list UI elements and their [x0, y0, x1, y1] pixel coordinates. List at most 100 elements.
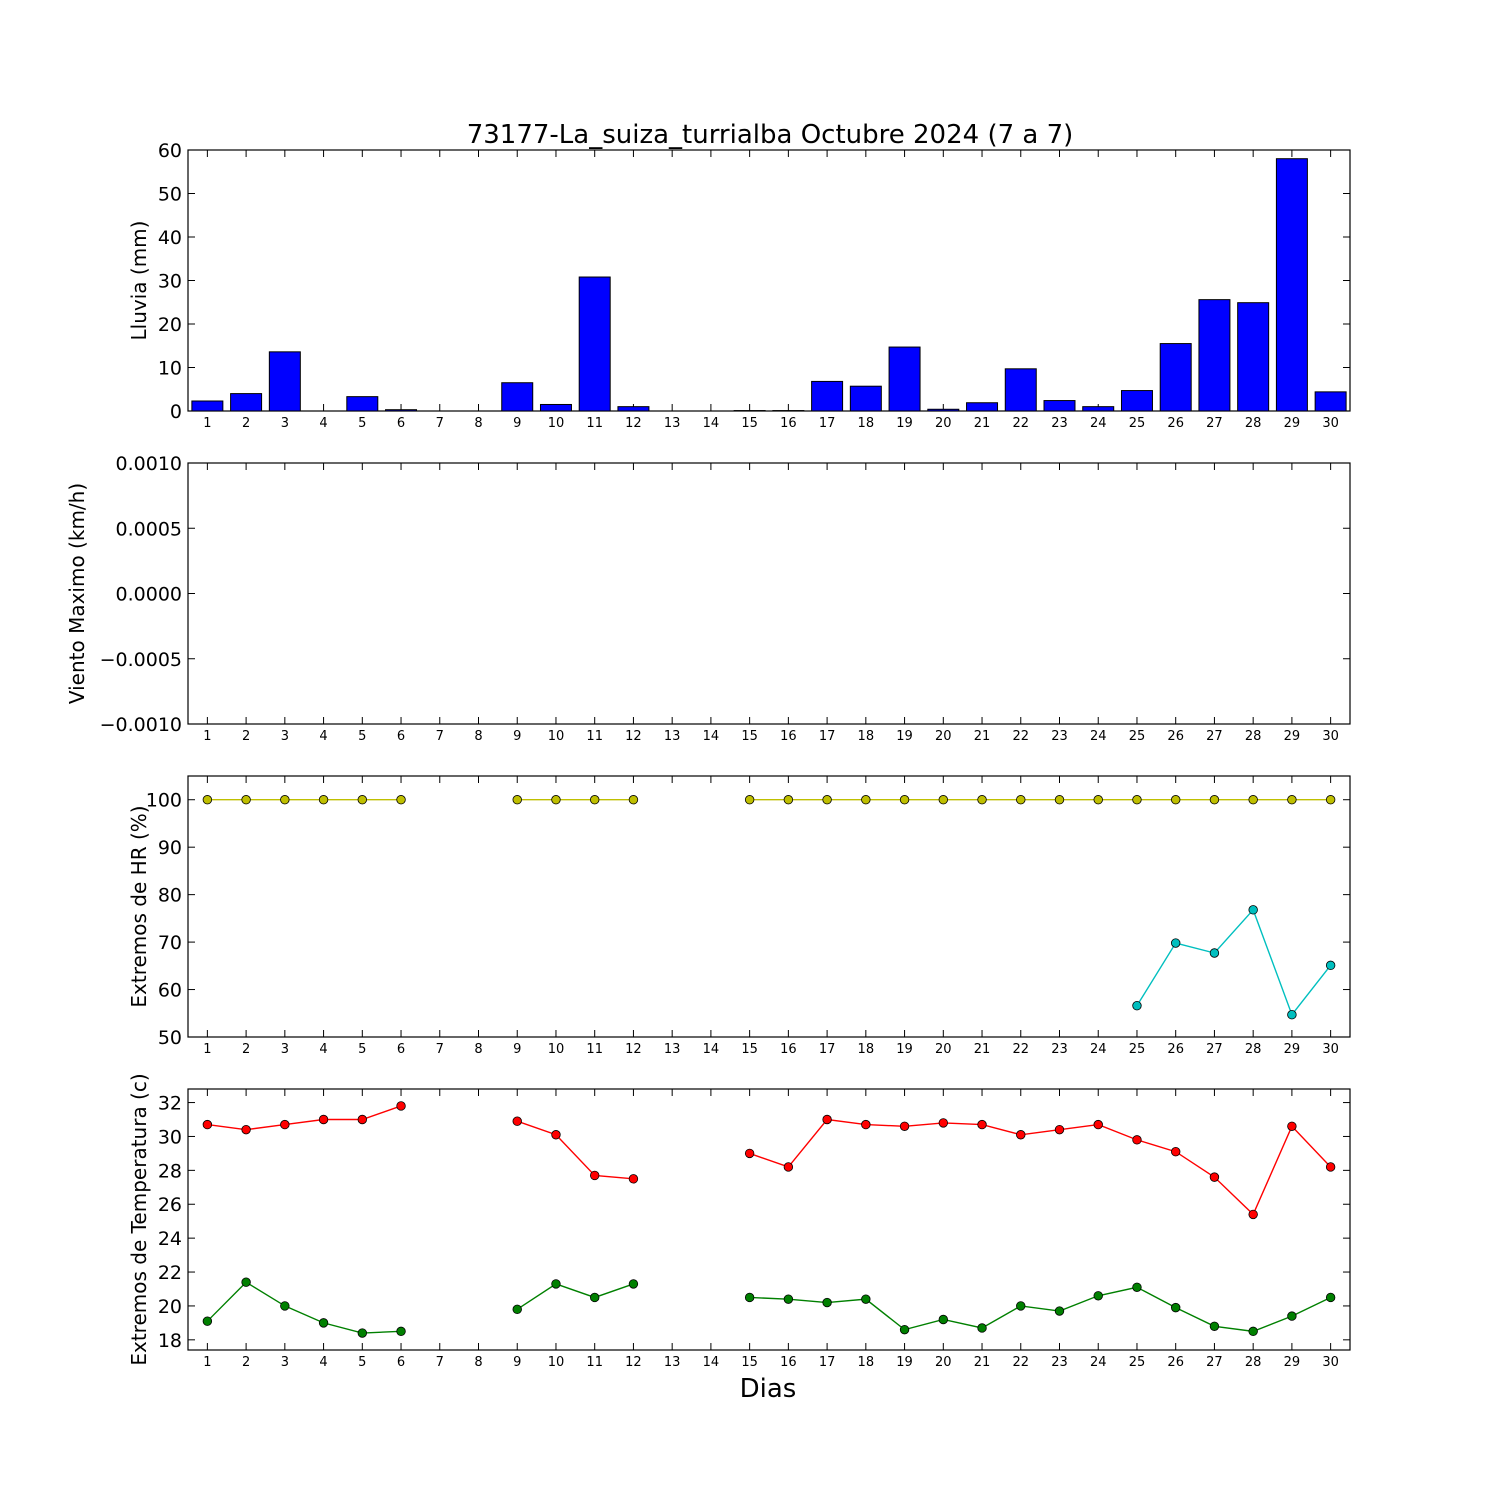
t_max-point [938, 1118, 949, 1128]
x-tick-label: 8 [474, 1355, 482, 1370]
t_min-point [1132, 1282, 1142, 1292]
t_min-point [590, 1292, 600, 1303]
y-tick-label: 20 [158, 314, 182, 336]
x-tick-label: 25 [1129, 1042, 1146, 1057]
x-tick-label: 18 [858, 729, 875, 744]
t_max-line [517, 1120, 634, 1180]
y-tick-label: 100 [146, 790, 182, 812]
x-tick-label: 8 [474, 729, 482, 744]
t_min-point [1209, 1321, 1220, 1331]
y-tick-label: 70 [158, 932, 182, 954]
hr_min-point [1170, 938, 1181, 948]
x-tick-label: 24 [1090, 416, 1107, 431]
x-tick-label: 26 [1167, 1042, 1184, 1057]
x-tick-label: 6 [397, 1042, 405, 1057]
hr_max-point [590, 795, 600, 805]
t_min-point [512, 1304, 522, 1315]
x-tick-label: 9 [513, 1355, 521, 1370]
x-tick-label: 7 [436, 729, 444, 744]
x-tick-label: 28 [1245, 1042, 1262, 1057]
x-tick-label: 1 [203, 1355, 211, 1370]
y-tick-label: 20 [158, 1296, 182, 1318]
t_max-point [280, 1119, 290, 1130]
x-tick-label: 15 [741, 416, 758, 431]
x-tick-label: 11 [586, 416, 603, 431]
rain-bar [888, 346, 921, 412]
x-tick-label: 18 [858, 1042, 875, 1057]
t_min-point [861, 1294, 871, 1304]
y-tick-label: 50 [158, 1027, 182, 1049]
t_min-point [396, 1326, 406, 1337]
x-tick-label: 22 [1012, 729, 1029, 744]
x-tick-label: 29 [1284, 729, 1301, 744]
x-tick-label: 14 [703, 729, 720, 744]
x-tick-label: 20 [935, 416, 952, 431]
t_max-point [977, 1119, 987, 1130]
x-tick-label: 23 [1051, 1355, 1068, 1370]
rain-bar [346, 396, 379, 412]
t_max-point [241, 1124, 251, 1135]
x-tick-label: 28 [1245, 416, 1262, 431]
x-tick-label: 27 [1206, 416, 1223, 431]
hr_min-point [1132, 1000, 1142, 1011]
x-tick-label: 13 [664, 416, 681, 431]
x-tick-label: 2 [242, 416, 250, 431]
hr_max-point [899, 795, 910, 805]
x-tick-label: 24 [1090, 1355, 1107, 1370]
chart-title: 73177-La_suiza_turrialba Octubre 2024 (7… [467, 120, 1074, 150]
y-tick-label: 0.0000 [116, 584, 182, 606]
x-tick-label: 21 [974, 416, 991, 431]
x-tick-label: 9 [513, 729, 521, 744]
x-tick-label: 17 [819, 1355, 836, 1370]
x-tick-label: 3 [281, 1042, 289, 1057]
x-tick-label: 24 [1090, 729, 1107, 744]
hr_max-point [861, 795, 871, 805]
t_max-point [590, 1170, 600, 1181]
x-tick-label: 19 [896, 1042, 913, 1057]
x-tick-label: 14 [703, 416, 720, 431]
y-axis-label: Extremos de HR (%) [127, 805, 151, 1007]
x-tick-label: 4 [319, 729, 327, 744]
rain-bar [539, 403, 572, 412]
t_max-point [628, 1174, 639, 1184]
rain-bar [1237, 302, 1270, 412]
x-tick-label: 25 [1129, 729, 1146, 744]
x-tick-label: 5 [358, 729, 366, 744]
y-tick-label: 28 [158, 1160, 182, 1182]
t_min-point [977, 1323, 987, 1333]
t_min-point [1054, 1306, 1065, 1316]
x-tick-label: 25 [1129, 1355, 1146, 1370]
y-tick-label: 0.0005 [116, 518, 182, 540]
rain-bar [927, 408, 960, 412]
x-tick-label: 3 [281, 1355, 289, 1370]
x-tick-label: 20 [935, 729, 952, 744]
t_max-point [861, 1119, 871, 1130]
rain-bar [1004, 368, 1037, 412]
y-tick-label: 24 [158, 1228, 182, 1250]
t_max-point [202, 1119, 213, 1130]
t_min-point [1287, 1311, 1297, 1321]
x-tick-label: 16 [780, 729, 797, 744]
hr_min-point [1209, 948, 1220, 958]
x-tick-label: 30 [1322, 729, 1339, 744]
x-tick-label: 20 [935, 1042, 952, 1057]
x-tick-label: 25 [1129, 416, 1146, 431]
hr_max-point [744, 795, 755, 805]
y-tick-label: −0.0005 [100, 649, 182, 671]
x-tick-label: 16 [780, 416, 797, 431]
x-tick-label: 12 [625, 729, 642, 744]
hr_max-point [628, 795, 639, 805]
x-tick-label: 8 [474, 1042, 482, 1057]
rain-bar [268, 351, 301, 412]
x-tick-label: 21 [974, 1355, 991, 1370]
t_min-point [551, 1279, 561, 1289]
x-tick-label: 14 [703, 1042, 720, 1057]
hr_max-point [551, 795, 561, 805]
t_max-point [1248, 1209, 1258, 1220]
plot-frame [187, 1088, 1351, 1351]
t_min-point [1170, 1302, 1181, 1313]
x-tick-label: 17 [819, 1042, 836, 1057]
rain-bar [1043, 400, 1076, 412]
x-tick-label: 14 [703, 1355, 720, 1370]
